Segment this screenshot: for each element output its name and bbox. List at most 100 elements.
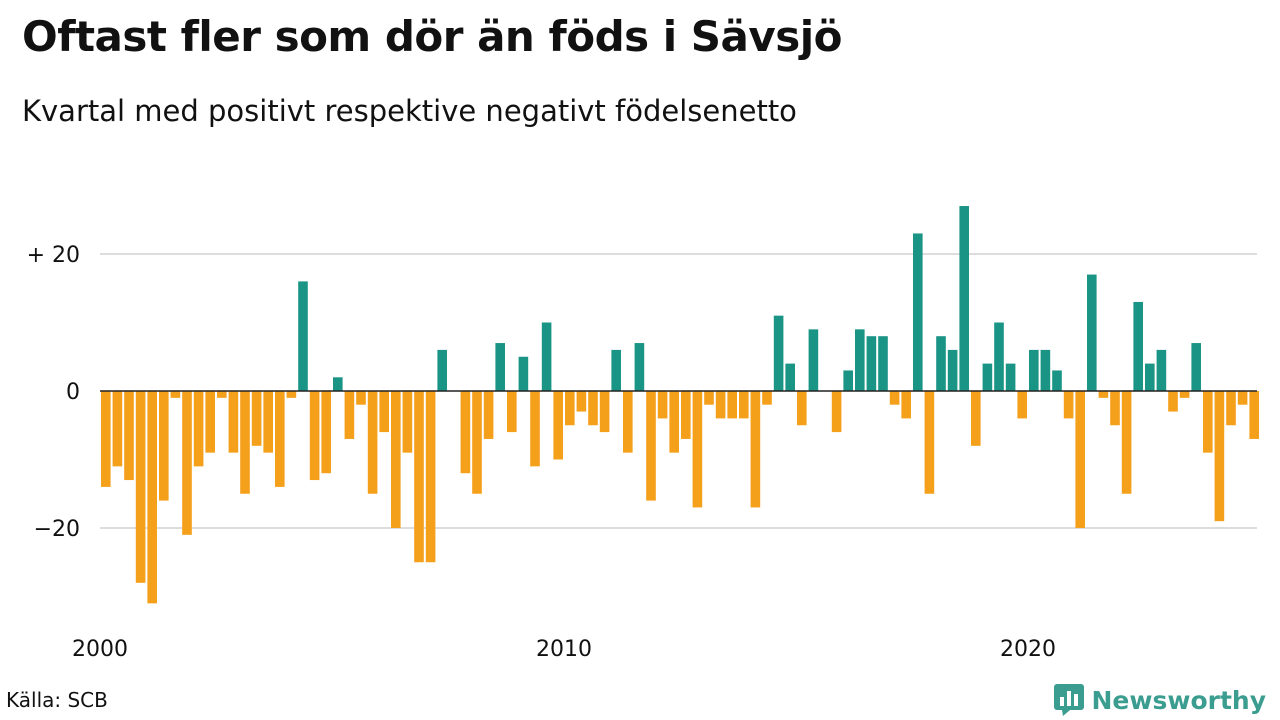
bar-2014-q1 [750, 391, 761, 508]
bar-2005-q3 [356, 391, 366, 405]
x-tick-label: 2010 [536, 637, 592, 662]
bar-2024-q1 [1214, 391, 1225, 522]
bar-2002-q2 [205, 391, 215, 453]
y-tick-label: + 20 [27, 243, 80, 268]
bar-2001-q1 [147, 391, 157, 604]
bar-2012-q3 [681, 391, 691, 439]
chart-title: Oftast fler som dör än föds i Sävsjö [22, 12, 843, 61]
brand-logo: Newsworthy [1053, 684, 1267, 716]
bar-2012-q4 [692, 391, 703, 508]
bar-2013-q4 [739, 391, 749, 419]
x-tick-label: 2020 [1000, 637, 1056, 662]
x-tick-label: 2000 [72, 637, 128, 662]
bar-2019-q4 [1017, 391, 1027, 419]
bar-2009-q2 [530, 391, 540, 467]
bar-2019-q3 [1005, 363, 1016, 391]
bar-2019-q1 [982, 363, 993, 391]
bar-2010-q3 [588, 391, 598, 426]
bar-2003-q4 [275, 391, 285, 487]
bar-2001-q2 [159, 391, 169, 501]
bar-2013-q1 [704, 391, 714, 405]
bar-2013-q2 [715, 391, 726, 419]
bar-2022-q1 [1121, 391, 1132, 494]
bar-2021-q4 [1110, 391, 1120, 426]
bar-2023-q3 [1191, 343, 1201, 391]
bar-2021-q3 [1098, 391, 1109, 398]
bar-2002-q4 [228, 391, 239, 453]
bar-2004-q1 [286, 391, 297, 398]
bar-2019-q2 [994, 322, 1004, 391]
bar-2006-q4 [414, 391, 424, 563]
bar-2015-q2 [808, 329, 819, 391]
y-tick-label: 0 [66, 380, 80, 405]
bar-2000-q1 [101, 391, 111, 487]
bar-2007-q1 [425, 391, 436, 563]
bar-2020-q1 [1029, 349, 1039, 391]
bar-2011-q2 [623, 391, 633, 453]
source-label: Källa: SCB [6, 688, 108, 712]
bar-2015-q4 [831, 391, 842, 433]
bar-2016-q3 [866, 336, 877, 391]
bar-2016-q1 [843, 370, 853, 391]
bar-2021-q1 [1075, 391, 1085, 528]
bar-2022-q2 [1133, 301, 1143, 391]
bar-2005-q4 [367, 391, 378, 494]
bar-2003-q3 [263, 391, 273, 453]
bar-2001-q3 [170, 391, 181, 398]
bar-2010-q2 [576, 391, 587, 412]
bar-2000-q2 [112, 391, 123, 467]
bar-2001-q4 [182, 391, 192, 535]
brand-name: Newsworthy [1091, 685, 1267, 715]
bar-2007-q4 [460, 391, 471, 474]
chart-subtitle: Kvartal med positivt respektive negativt… [22, 94, 797, 128]
bar-chart: + 20 0 −20 2000 2010 2020 [27, 206, 1259, 662]
bar-2024-q4 [1249, 391, 1259, 439]
bar-2006-q1 [379, 391, 389, 433]
bar-2014-q4 [785, 363, 795, 391]
bar-2009-q1 [518, 356, 529, 391]
bar-2021-q2 [1087, 274, 1097, 391]
bar-chart-speech-bubble-icon [1053, 684, 1084, 716]
bar-2018-q2 [947, 349, 958, 391]
bar-2011-q1 [611, 349, 621, 391]
bar-2018-q4 [971, 391, 981, 446]
bar-2017-q3 [913, 233, 923, 391]
bar-2009-q3 [541, 322, 552, 391]
bar-2024-q3 [1237, 391, 1248, 405]
bar-2016-q4 [878, 336, 888, 391]
bar-2023-q1 [1168, 391, 1178, 412]
bar-2013-q3 [727, 391, 737, 419]
bar-2004-q3 [309, 391, 320, 481]
bar-2008-q4 [507, 391, 517, 433]
bar-2022-q4 [1156, 349, 1167, 391]
bar-2000-q3 [124, 391, 134, 481]
bar-2009-q4 [553, 391, 563, 460]
bar-2010-q4 [599, 391, 610, 433]
bar-2012-q1 [657, 391, 668, 419]
bar-2018-q1 [936, 336, 946, 391]
bar-2017-q4 [924, 391, 935, 494]
bar-2020-q3 [1052, 370, 1062, 391]
bar-2005-q1 [333, 377, 343, 391]
bar-2022-q3 [1145, 363, 1155, 391]
bar-2002-q3 [217, 391, 227, 398]
bar-2003-q1 [240, 391, 250, 494]
bar-2011-q4 [646, 391, 656, 501]
bar-2000-q4 [135, 391, 146, 583]
bar-2020-q4 [1063, 391, 1074, 419]
bar-2010-q1 [565, 391, 575, 426]
bar-2006-q2 [391, 391, 401, 528]
bar-2017-q1 [889, 391, 900, 405]
bar-2008-q3 [495, 343, 505, 391]
bar-2006-q3 [402, 391, 413, 453]
bar-2012-q2 [669, 391, 679, 453]
bar-2008-q2 [483, 391, 494, 439]
bar-2015-q1 [797, 391, 807, 426]
bar-2008-q1 [472, 391, 482, 494]
bar-2011-q3 [634, 343, 645, 391]
y-tick-label: −20 [34, 517, 80, 542]
bar-2020-q2 [1040, 349, 1051, 391]
bar-2004-q2 [298, 281, 308, 391]
bar-2005-q2 [344, 391, 355, 439]
bar-2024-q2 [1226, 391, 1236, 426]
